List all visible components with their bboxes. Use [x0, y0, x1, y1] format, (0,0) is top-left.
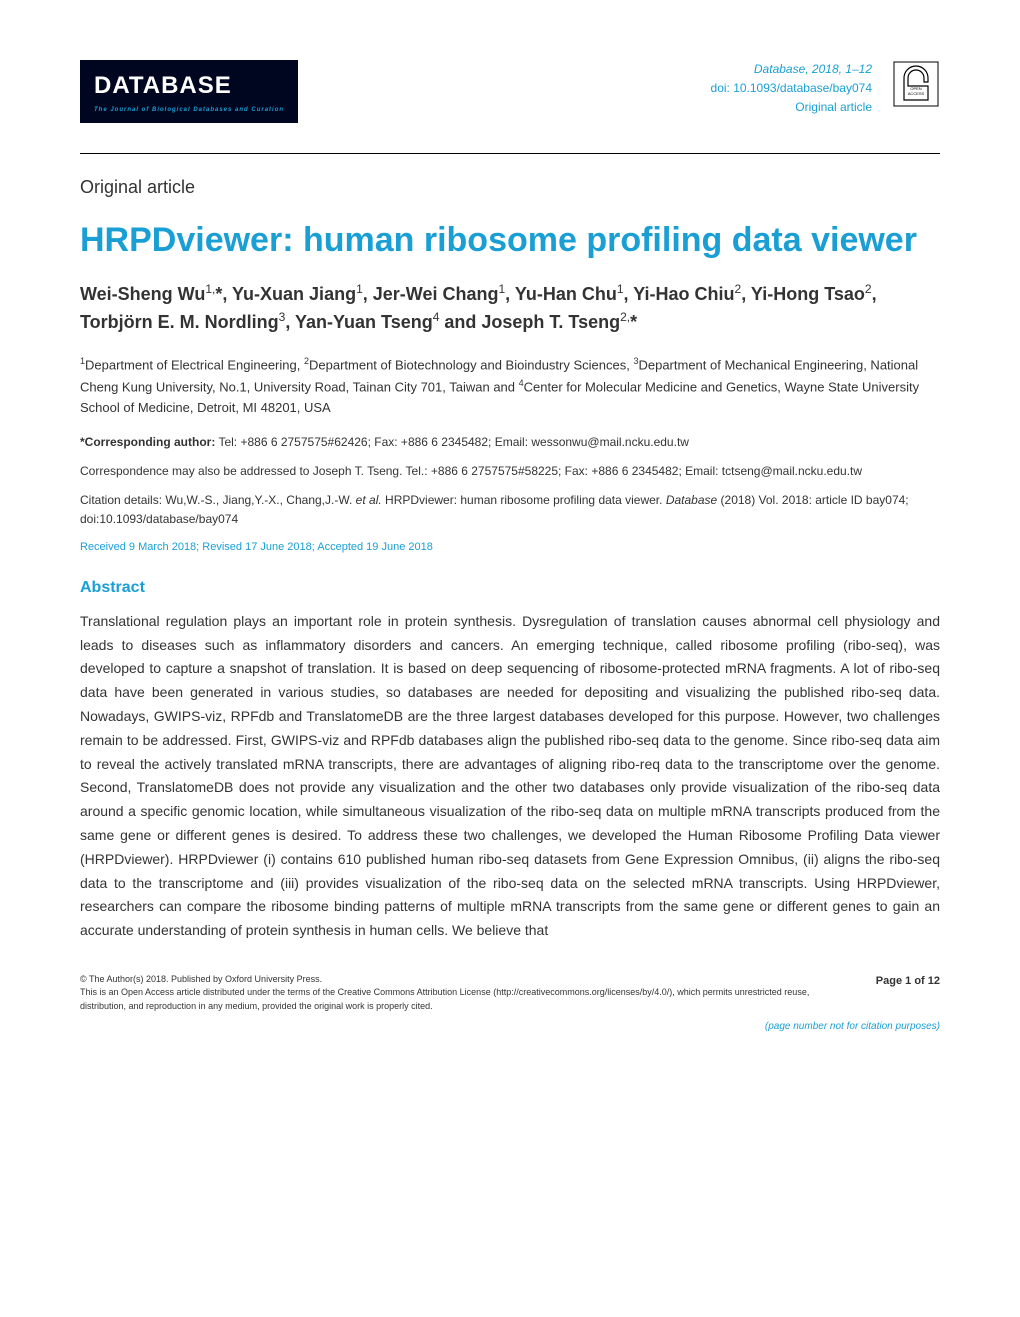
open-access-badge-icon: OPEN ACCESS — [892, 60, 940, 108]
corresponding-label: *Corresponding author: — [80, 435, 215, 449]
journal-logo: DATABASE The Journal of Biological Datab… — [80, 60, 298, 123]
citation-note: (page number not for citation purposes) — [80, 1019, 940, 1034]
article-type-label: Original article — [80, 174, 940, 201]
footer-right-block: Page 1 of 12 — [856, 973, 940, 990]
footer-left: © The Author(s) 2018. Published by Oxfor… — [80, 973, 856, 1014]
header-row: DATABASE The Journal of Biological Datab… — [80, 60, 940, 123]
abstract-text: Translational regulation plays an import… — [80, 610, 940, 943]
citation-details: Citation details: Wu,W.-S., Jiang,Y.-X.,… — [80, 491, 940, 529]
svg-text:ACCESS: ACCESS — [908, 91, 925, 96]
meta-block: Database, 2018, 1–12 doi: 10.1093/databa… — [711, 60, 872, 118]
doi-line: doi: 10.1093/database/bay074 — [711, 79, 872, 98]
abstract-heading: Abstract — [80, 576, 940, 600]
affiliations: 1Department of Electrical Engineering, 2… — [80, 354, 940, 419]
article-title: HRPDviewer: human ribosome profiling dat… — [80, 219, 940, 262]
copyright-line: © The Author(s) 2018. Published by Oxfor… — [80, 973, 856, 987]
journal-ref: Database, 2018, 1–12 — [711, 60, 872, 79]
article-dates: Received 9 March 2018; Revised 17 June 2… — [80, 539, 940, 556]
footer: © The Author(s) 2018. Published by Oxfor… — [80, 973, 940, 1014]
header-divider — [80, 153, 940, 154]
page-label: Page 1 of 12 — [876, 973, 940, 990]
logo-text: DATABASE — [94, 72, 232, 99]
corresponding-author-2: Correspondence may also be addressed to … — [80, 462, 940, 481]
authors-list: Wei-Sheng Wu1,*, Yu-Xuan Jiang1, Jer-Wei… — [80, 280, 940, 336]
corresponding-author-1: *Corresponding author: Tel: +886 6 27575… — [80, 433, 940, 452]
category-line: Original article — [711, 98, 872, 117]
corresponding-1-text: Tel: +886 6 2757575#62426; Fax: +886 6 2… — [218, 435, 689, 449]
license-line: This is an Open Access article distribut… — [80, 986, 856, 1013]
logo-container: DATABASE The Journal of Biological Datab… — [80, 60, 298, 123]
logo-subtitle: The Journal of Biological Databases and … — [94, 106, 284, 115]
